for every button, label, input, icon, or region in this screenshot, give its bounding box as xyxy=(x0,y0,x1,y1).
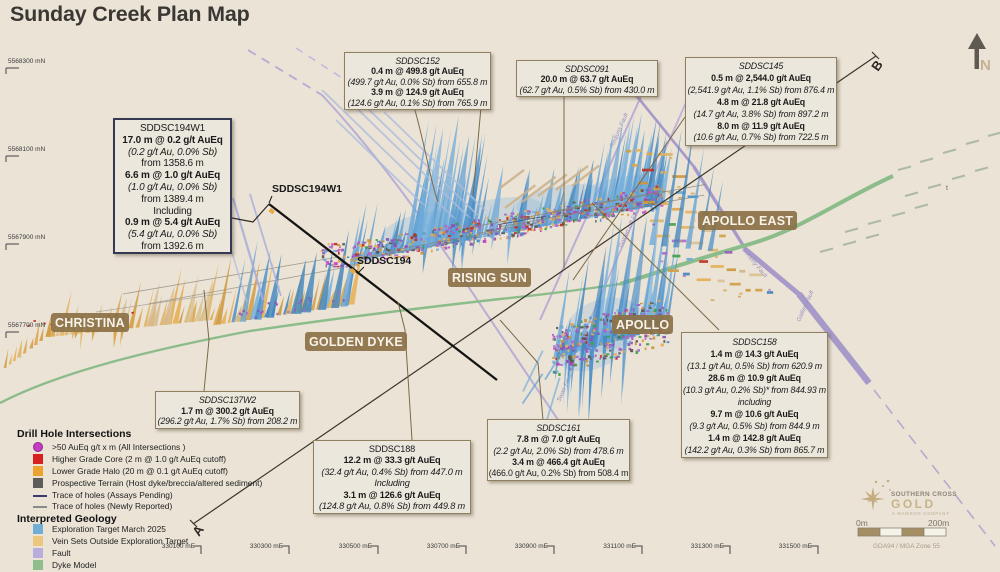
svg-text:SOUTHERN CROSS: SOUTHERN CROSS xyxy=(891,491,957,498)
svg-text:SDDSC194: SDDSC194 xyxy=(357,255,411,267)
svg-text:N: N xyxy=(980,57,991,74)
svg-text:0m: 0m xyxy=(856,518,868,528)
svg-text:t: t xyxy=(946,185,948,192)
svg-text:GOLD: GOLD xyxy=(891,497,936,511)
svg-text:200m: 200m xyxy=(928,518,949,528)
svg-text:GDA94 / MGA Zone 55: GDA94 / MGA Zone 55 xyxy=(873,543,940,550)
svg-text:B: B xyxy=(868,57,886,73)
svg-text:A: A xyxy=(189,522,207,539)
svg-text:Golden Lift Fault: Golden Lift Fault xyxy=(618,206,642,249)
svg-text:SDDSC194W1: SDDSC194W1 xyxy=(272,183,342,195)
svg-text:A MAWSON COMPANY: A MAWSON COMPANY xyxy=(892,511,950,516)
